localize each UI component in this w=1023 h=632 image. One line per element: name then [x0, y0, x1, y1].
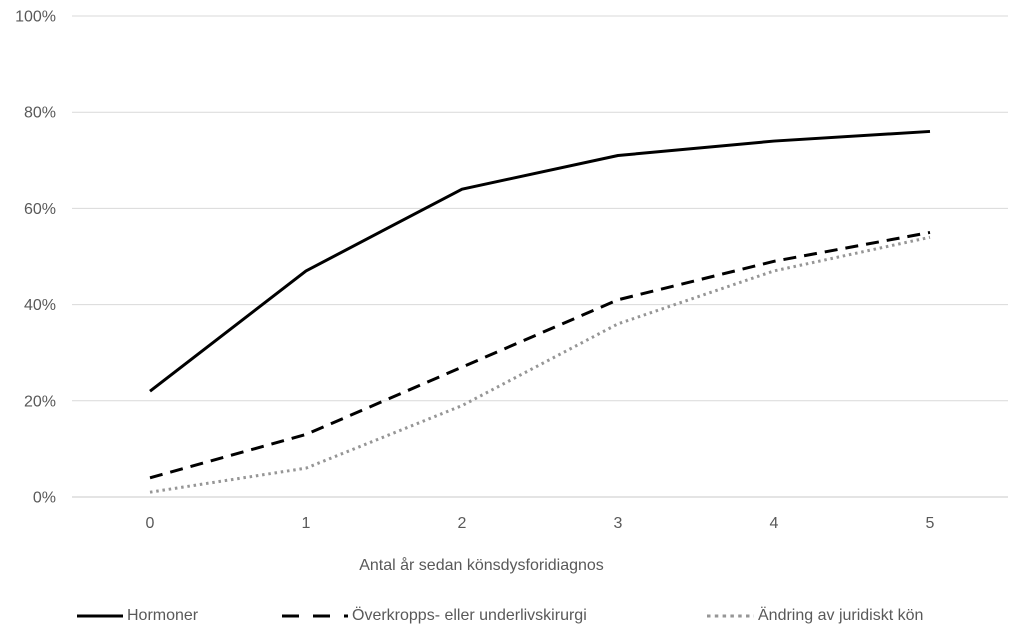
y-tick-label: 100%	[15, 9, 56, 26]
x-tick-label: 4	[770, 515, 779, 532]
x-tick-label: 3	[614, 515, 623, 532]
legend-swatch-dotted-line-icon	[707, 614, 754, 618]
y-tick-label: 40%	[24, 297, 56, 314]
legend-item-0[interactable]: Hormoner	[77, 603, 198, 629]
legend-item-1[interactable]: Överkropps- eller underlivskirurgi	[282, 603, 587, 629]
legend-swatch-dashed-line-icon	[282, 614, 348, 618]
x-tick-label: 2	[458, 515, 467, 532]
x-axis-title: Antal år sedan könsdysforidiagnos	[359, 557, 604, 574]
y-tick-label: 60%	[24, 201, 56, 218]
legend-label: Ändring av juridiskt kön	[758, 607, 924, 624]
series-line-2	[149, 235, 931, 494]
y-tick-label: 80%	[24, 105, 56, 122]
y-tick-label: 20%	[24, 393, 56, 410]
legend-label: Överkropps- eller underlivskirurgi	[352, 607, 587, 624]
series-line-1	[149, 230, 931, 480]
legend-item-2[interactable]: Ändring av juridiskt kön	[707, 603, 923, 629]
x-tick-label: 0	[146, 515, 155, 532]
legend-swatch-solid-line-icon	[77, 614, 123, 618]
legend-label: Hormoner	[127, 607, 199, 624]
x-tick-label: 5	[926, 515, 935, 532]
x-tick-label: 1	[302, 515, 311, 532]
y-tick-label: 0%	[33, 490, 56, 507]
series-line-0	[149, 129, 931, 393]
